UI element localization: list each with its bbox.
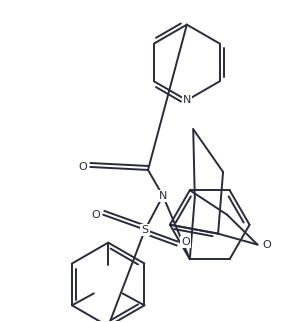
Text: O: O: [78, 162, 87, 172]
Text: N: N: [183, 95, 191, 105]
Text: O: O: [182, 237, 190, 247]
Text: S: S: [141, 225, 149, 235]
Text: O: O: [91, 210, 100, 220]
Text: O: O: [262, 240, 271, 250]
Text: N: N: [159, 191, 167, 201]
